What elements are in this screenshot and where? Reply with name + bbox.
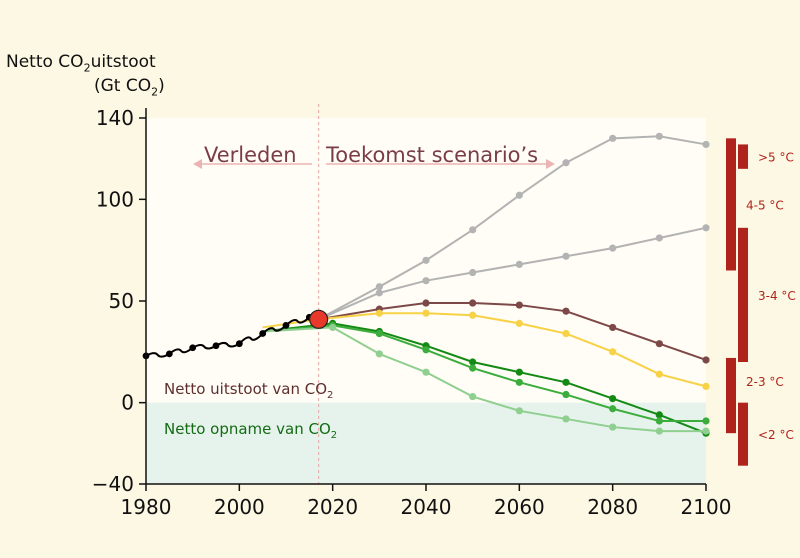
- series-point-green-light: [375, 350, 383, 358]
- y-tick-label: 140: [96, 106, 134, 130]
- series-point-green-light: [515, 407, 523, 415]
- series-point-brown: [702, 356, 710, 364]
- series-line-green-light: [262, 326, 706, 433]
- series-line-green-mid: [262, 324, 706, 422]
- temperature-bar-label: 2-3 °C: [746, 375, 784, 389]
- series-point-brown: [422, 299, 430, 307]
- series-point-gray-mid: [469, 268, 477, 277]
- history-point: [189, 344, 197, 352]
- series-point-gray-high: [562, 159, 570, 167]
- x-tick-label: 2040: [401, 495, 452, 519]
- series-point-gray-high: [422, 256, 430, 264]
- x-tick-label: 2100: [681, 495, 732, 519]
- series-point-gray-mid: [562, 252, 570, 260]
- history-point: [235, 340, 243, 348]
- series-point-green-mid: [469, 364, 477, 372]
- series-point-green-light: [422, 368, 430, 376]
- series-point-green-mid: [375, 329, 383, 338]
- history-point: [165, 350, 173, 358]
- temperature-bar: [738, 144, 748, 169]
- series-point-brown: [562, 307, 570, 315]
- series-point-green-light: [609, 423, 617, 431]
- series-point-gray-high: [469, 226, 477, 234]
- series-point-brown: [609, 323, 617, 332]
- series-point-green-light: [702, 427, 710, 435]
- series-point-green-light: [562, 415, 570, 423]
- series-point-green-dark: [515, 368, 523, 376]
- series-point-green-light: [329, 323, 337, 332]
- series-point-gray-high: [609, 134, 617, 142]
- series-point-gray-mid: [375, 289, 383, 297]
- series-point-yellow: [469, 311, 477, 319]
- history-point: [259, 330, 267, 337]
- series-point-yellow: [609, 348, 617, 356]
- x-tick-label: 1980: [121, 495, 172, 519]
- temperature-bar-label: <2 °C: [758, 428, 794, 442]
- history-point: [282, 322, 290, 329]
- temperature-bar: [726, 138, 736, 271]
- current-emission-marker: [309, 309, 329, 329]
- temperature-bar: [726, 357, 736, 434]
- series-point-yellow: [562, 329, 570, 338]
- series-point-green-light: [469, 392, 477, 401]
- series-point-green-dark: [655, 411, 663, 419]
- y-tick-label: −40: [92, 472, 134, 496]
- history-point: [212, 342, 220, 350]
- series-point-green-dark: [469, 358, 477, 366]
- series-point-gray-mid: [422, 277, 430, 285]
- x-tick-label: 2080: [587, 495, 638, 519]
- emission-label: Netto uitstoot van CO2: [164, 380, 333, 401]
- series-point-yellow: [702, 382, 710, 390]
- uptake-label: Netto opname van CO2: [164, 420, 337, 441]
- series-point-gray-high: [655, 132, 663, 140]
- series-point-gray-mid: [515, 260, 523, 268]
- x-tick-label: 2000: [214, 495, 265, 519]
- temperature-bar-label: 3-4 °C: [758, 289, 796, 303]
- series-point-gray-mid: [609, 244, 617, 252]
- uptake-zone-background: [146, 402, 706, 484]
- series-point-brown: [655, 340, 663, 348]
- series-point-gray-mid: [655, 234, 663, 242]
- series-point-green-mid: [515, 378, 523, 386]
- y-tick-label: 100: [96, 187, 134, 211]
- temperature-bar: [738, 402, 748, 466]
- history-line: [145, 316, 319, 358]
- y-tick-label: 0: [121, 391, 134, 415]
- series-point-yellow: [515, 319, 523, 327]
- y-axis-unit-label: (Gt CO2): [94, 76, 165, 99]
- x-tick-label: 2020: [307, 495, 358, 519]
- future-label: Toekomst scenario’s: [325, 143, 538, 167]
- series-point-green-mid: [609, 405, 617, 413]
- series-point-green-dark: [609, 395, 617, 403]
- series-point-yellow: [375, 309, 383, 317]
- series-point-green-mid: [702, 417, 710, 425]
- future-arrowhead: [546, 159, 555, 169]
- series-point-gray-high: [515, 191, 523, 199]
- temperature-bar-label: 4-5 °C: [746, 198, 784, 212]
- series-line-yellow: [262, 312, 707, 388]
- series-point-gray-mid: [702, 224, 710, 232]
- series-point-gray-high: [702, 140, 710, 149]
- series-point-green-dark: [562, 378, 570, 386]
- series-point-green-light: [655, 427, 663, 435]
- x-tick-label: 2060: [494, 495, 545, 519]
- series-point-green-mid: [655, 417, 663, 425]
- past-label: Verleden: [204, 143, 297, 167]
- series-point-brown: [515, 301, 523, 309]
- series-point-gray-high: [375, 283, 383, 291]
- series-point-yellow: [655, 370, 663, 378]
- past-arrowhead: [193, 159, 202, 169]
- series-point-green-mid: [562, 390, 570, 399]
- temperature-bar-label: >5 °C: [758, 151, 794, 165]
- y-tick-label: 50: [109, 289, 134, 313]
- series-point-brown: [469, 299, 477, 307]
- series-point-yellow: [422, 309, 430, 317]
- y-axis-label: Netto CO2uitstoot: [6, 52, 156, 75]
- temperature-bar: [738, 227, 748, 362]
- series-point-green-mid: [422, 346, 430, 354]
- series-line-green-dark: [262, 322, 707, 435]
